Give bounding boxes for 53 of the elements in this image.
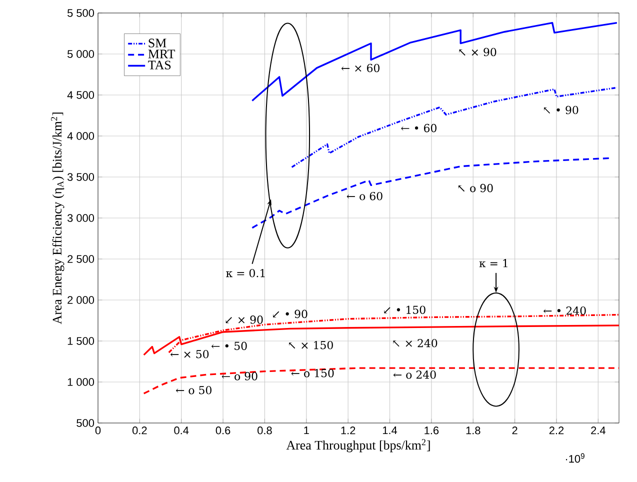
y-tick-label: 500 — [76, 419, 94, 427]
line-series — [251, 157, 612, 229]
y-tick-label: 3 000 — [67, 214, 94, 222]
x-tick-label: 0 — [95, 426, 101, 434]
annotation: ↙ • 150 — [384, 306, 426, 314]
text: ·10$^{9}$ — [566, 453, 584, 463]
y-tick-label: 5 500 — [67, 9, 94, 17]
y-tick-label: 4 000 — [67, 132, 94, 140]
x-tick-label: 2.2 — [549, 426, 564, 434]
annotation: ← o 50 — [176, 386, 212, 394]
legend-label: MRT — [148, 50, 176, 58]
annotation: ↖ × 150 — [289, 340, 333, 350]
annotation: ← × 60 — [341, 64, 380, 72]
x-axis-title: Area Throughput [bps/km$^{2}$] — [286, 439, 430, 452]
annotation: ← × 50 — [170, 350, 209, 358]
line-series — [251, 22, 618, 102]
annotation: ↙ × 90 — [226, 316, 263, 324]
y-tick-label: 1 500 — [68, 337, 94, 345]
y-tick-label: 1 000 — [68, 378, 94, 386]
annotation: ← o 90 — [222, 372, 258, 380]
annotation: ← • 60 — [401, 124, 436, 132]
x-tick-label: 1.4 — [382, 426, 398, 434]
y-tick-label: 3 500 — [67, 173, 94, 181]
annotation: ← • 50 — [211, 342, 247, 350]
x-tick-label: 1.8 — [466, 426, 480, 434]
annotation: ← o 60 — [346, 192, 382, 200]
x-tick-label: 0.4 — [174, 426, 189, 434]
annotation: ↖ • 90 — [544, 106, 578, 114]
annotation: ↖ o 90 — [458, 184, 493, 192]
legend-label: TAS — [148, 60, 171, 70]
annotation: ↖ × 90 — [459, 48, 496, 56]
x-tick-label: 1.6 — [424, 426, 439, 434]
annotation: ← o 240 — [393, 370, 436, 379]
x-tick-label: 0.6 — [216, 426, 230, 434]
annotation: ↙ • 90 — [273, 310, 308, 318]
x-tick-label: 0.2 — [132, 426, 147, 434]
y-tick-label: 4 500 — [67, 91, 94, 99]
annotation: ← o 150 — [291, 369, 334, 378]
annotation: ↖ × 240 — [393, 338, 438, 348]
y-tick-label: 5 000 — [67, 50, 94, 58]
y-tick-label: 2 000 — [68, 296, 94, 304]
annotation: κ = 0.1 — [226, 268, 265, 278]
y-tick-label: 2 500 — [68, 255, 94, 263]
x-tick-label: 0.8 — [258, 426, 272, 434]
x-tick-label: 2.4 — [591, 426, 606, 434]
legend-label: SM — [148, 38, 166, 48]
x-tick-label: 1 — [304, 426, 309, 434]
annotation: ← • 240 — [543, 306, 586, 315]
y-axis-title: Area Energy Efficiency (η$_{A}$) [bits/J/km$^{2}$] — [51, 112, 64, 324]
line-series — [290, 86, 618, 168]
x-tick-label: 1.2 — [341, 426, 356, 434]
x-tick-label: 2 — [512, 426, 518, 434]
annotation: κ = 1 — [479, 259, 508, 268]
